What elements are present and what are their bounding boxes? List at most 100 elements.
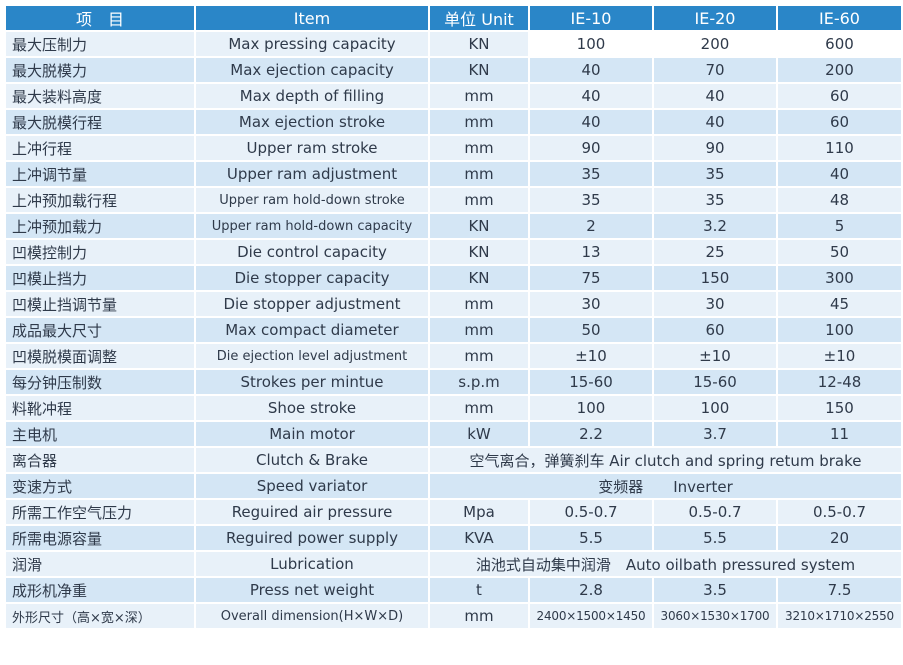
table-row: 最大脱模力 Max ejection capacity KN 40 70 200 — [6, 58, 901, 82]
header-ie-10: IE-10 — [530, 6, 652, 30]
merged-value: 变频器 Inverter — [430, 474, 901, 498]
cell-ie-60: 5 — [778, 214, 901, 238]
cell-ie-60: 48 — [778, 188, 901, 212]
cell-ie-60: 7.5 — [778, 578, 901, 602]
cell-ie-10: 40 — [530, 110, 652, 134]
cell-ie-20: 3.7 — [654, 422, 776, 446]
table-row: 上冲预加载行程 Upper ram hold-down stroke mm 35… — [6, 188, 901, 212]
row-label-cn: 成品最大尺寸 — [6, 318, 194, 342]
cell-ie-20: 70 — [654, 58, 776, 82]
cell-ie-60: ±10 — [778, 344, 901, 368]
cell-ie-60: 0.5-0.7 — [778, 500, 901, 524]
row-label-cn: 每分钟压制数 — [6, 370, 194, 394]
table-row: 最大压制力 Max pressing capacity KN 100 200 6… — [6, 32, 901, 56]
cell-ie-60: 200 — [778, 58, 901, 82]
header-item-en: Item — [196, 6, 428, 30]
row-label-cn: 离合器 — [6, 448, 194, 472]
cell-ie-60: 60 — [778, 110, 901, 134]
cell-ie-10: 100 — [530, 396, 652, 420]
row-label-en: Die ejection level adjustment — [196, 344, 428, 368]
row-label-cn: 最大压制力 — [6, 32, 194, 56]
cell-ie-10: ±10 — [530, 344, 652, 368]
cell-ie-60: 12-48 — [778, 370, 901, 394]
row-label-cn: 凹模止挡调节量 — [6, 292, 194, 316]
row-unit: KVA — [430, 526, 528, 550]
row-label-en: Overall dimension(H×W×D) — [196, 604, 428, 628]
table-row: 每分钟压制数 Strokes per mintue s.p.m 15-60 15… — [6, 370, 901, 394]
cell-ie-60: 150 — [778, 396, 901, 420]
row-unit: t — [430, 578, 528, 602]
row-label-cn: 最大脱模行程 — [6, 110, 194, 134]
row-label-cn: 上冲预加载行程 — [6, 188, 194, 212]
cell-ie-20: 35 — [654, 162, 776, 186]
cell-ie-60: 60 — [778, 84, 901, 108]
merged-value: 空气离合，弹簧刹车 Air clutch and spring retum br… — [430, 448, 901, 472]
row-unit: mm — [430, 136, 528, 160]
row-label-cn: 所需电源容量 — [6, 526, 194, 550]
row-unit: mm — [430, 396, 528, 420]
row-label-en: Upper ram hold-down stroke — [196, 188, 428, 212]
row-label-cn: 最大脱模力 — [6, 58, 194, 82]
cell-ie-10: 2.8 — [530, 578, 652, 602]
row-label-cn: 上冲行程 — [6, 136, 194, 160]
row-label-en: Press net weight — [196, 578, 428, 602]
table-row: 最大装料高度 Max depth of filling mm 40 40 60 — [6, 84, 901, 108]
row-unit: KN — [430, 240, 528, 264]
cell-ie-60: 45 — [778, 292, 901, 316]
table-row: 凹模脱模面调整 Die ejection level adjustment mm… — [6, 344, 901, 368]
cell-ie-60: 300 — [778, 266, 901, 290]
cell-ie-10: 2400×1500×1450 — [530, 604, 652, 628]
row-label-cn: 上冲调节量 — [6, 162, 194, 186]
table-row-dimension: 外形尺寸（高×宽×深） Overall dimension(H×W×D) mm … — [6, 604, 901, 628]
row-label-en: Max ejection stroke — [196, 110, 428, 134]
row-unit: Mpa — [430, 500, 528, 524]
row-label-en: Strokes per mintue — [196, 370, 428, 394]
cell-ie-60: 3210×1710×2550 — [778, 604, 901, 628]
merged-value: 油池式自动集中润滑 Auto oilbath pressured system — [430, 552, 901, 576]
cell-ie-20: 40 — [654, 110, 776, 134]
cell-ie-20: 90 — [654, 136, 776, 160]
row-label-cn: 成形机净重 — [6, 578, 194, 602]
table-row: 成品最大尺寸 Max compact diameter mm 50 60 100 — [6, 318, 901, 342]
cell-ie-20: ±10 — [654, 344, 776, 368]
cell-ie-10: 40 — [530, 58, 652, 82]
row-label-en: Lubrication — [196, 552, 428, 576]
cell-ie-60: 50 — [778, 240, 901, 264]
row-label-cn: 凹模脱模面调整 — [6, 344, 194, 368]
cell-ie-20: 15-60 — [654, 370, 776, 394]
cell-ie-10: 35 — [530, 188, 652, 212]
row-label-en: Shoe stroke — [196, 396, 428, 420]
cell-ie-10: 50 — [530, 318, 652, 342]
table-row-air: 所需工作空气压力 Reguired air pressure Mpa 0.5-0… — [6, 500, 901, 524]
cell-ie-60: 20 — [778, 526, 901, 550]
row-unit: kW — [430, 422, 528, 446]
row-unit: KN — [430, 32, 528, 56]
table-row: 上冲预加载力 Upper ram hold-down capacity KN 2… — [6, 214, 901, 238]
cell-ie-20: 40 — [654, 84, 776, 108]
row-label-cn: 凹模止挡力 — [6, 266, 194, 290]
row-label-en: Die control capacity — [196, 240, 428, 264]
row-unit: mm — [430, 110, 528, 134]
row-label-en: Die stopper adjustment — [196, 292, 428, 316]
row-label-en: Max pressing capacity — [196, 32, 428, 56]
cell-ie-20: 3060×1530×1700 — [654, 604, 776, 628]
row-label-en: Reguired air pressure — [196, 500, 428, 524]
cell-ie-20: 100 — [654, 396, 776, 420]
row-unit: mm — [430, 604, 528, 628]
row-label-en: Speed variator — [196, 474, 428, 498]
table-row: 凹模止挡调节量 Die stopper adjustment mm 30 30 … — [6, 292, 901, 316]
table-row-clutch: 离合器 Clutch & Brake 空气离合，弹簧刹车 Air clutch … — [6, 448, 901, 472]
row-label-cn: 主电机 — [6, 422, 194, 446]
cell-ie-10: 2 — [530, 214, 652, 238]
row-unit: s.p.m — [430, 370, 528, 394]
table-row: 凹模止挡力 Die stopper capacity KN 75 150 300 — [6, 266, 901, 290]
cell-ie-10: 15-60 — [530, 370, 652, 394]
table-row: 上冲行程 Upper ram stroke mm 90 90 110 — [6, 136, 901, 160]
table-row: 料靴冲程 Shoe stroke mm 100 100 150 — [6, 396, 901, 420]
row-label-cn: 料靴冲程 — [6, 396, 194, 420]
row-unit: KN — [430, 58, 528, 82]
cell-ie-20: 3.2 — [654, 214, 776, 238]
cell-ie-60: 600 — [778, 32, 901, 56]
cell-ie-10: 40 — [530, 84, 652, 108]
cell-ie-60: 110 — [778, 136, 901, 160]
